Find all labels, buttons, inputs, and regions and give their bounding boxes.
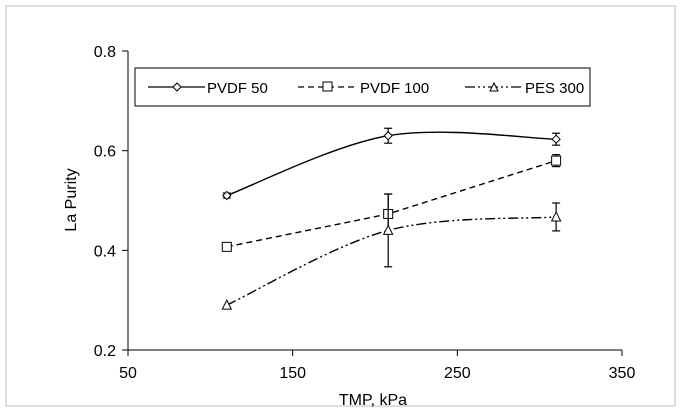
x-tick-label: 50 xyxy=(119,365,137,382)
y-tick-label: 0.2 xyxy=(94,343,116,360)
legend-label-pvdf50: PVDF 50 xyxy=(207,80,268,97)
legend-marker-pvdf100 xyxy=(322,81,333,92)
data-point-triangle xyxy=(221,299,233,310)
x-tick-label: 350 xyxy=(609,365,636,382)
x-tick-label: 250 xyxy=(444,365,471,382)
y-tick-label: 0.6 xyxy=(94,144,116,161)
legend-label-pvdf100: PVDF 100 xyxy=(360,80,429,97)
chart-frame xyxy=(5,5,676,407)
y-axis-label: La Purity xyxy=(63,168,80,231)
data-point-diamond xyxy=(551,134,561,144)
x-axis-label: TMP, kPa xyxy=(339,392,407,409)
series-pvdf-50 xyxy=(222,127,561,201)
data-point-diamond xyxy=(222,190,232,201)
y-tick-label: 0.4 xyxy=(94,243,116,260)
series-line xyxy=(226,216,557,306)
legend-marker-pvdf50 xyxy=(172,82,182,92)
series-line xyxy=(226,131,557,197)
series-layer xyxy=(221,127,562,310)
data-point-square xyxy=(221,241,232,252)
data-point-square xyxy=(551,155,562,166)
legend-item-pvdf50: PVDF 50 xyxy=(148,80,268,97)
legend-marker-pes300 xyxy=(489,81,499,92)
legend-label-pes300: PES 300 xyxy=(525,80,584,97)
data-point-triangle xyxy=(550,210,562,222)
series-pes-300 xyxy=(221,193,562,310)
y-tick-label: 0.8 xyxy=(94,44,116,61)
axes: 50 150 250 350 0.2 0.4 0.6 0.8 xyxy=(94,44,636,382)
data-point-triangle xyxy=(382,224,394,235)
x-tick-label: 150 xyxy=(279,365,306,382)
legend: PVDF 50 PVDF 100 PES 300 xyxy=(134,67,591,107)
legend-item-pvdf100: PVDF 100 xyxy=(298,80,429,97)
legend-item-pes300: PES 300 xyxy=(465,80,584,97)
data-point-diamond xyxy=(383,131,393,141)
series-pvdf-100 xyxy=(221,154,562,252)
